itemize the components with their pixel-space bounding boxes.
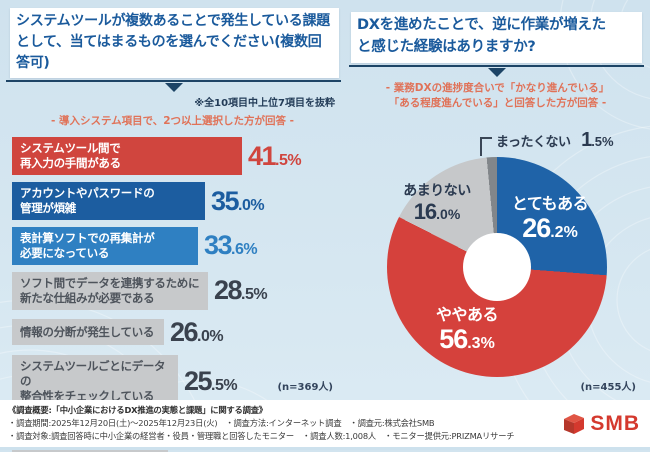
bar-row: 情報の分断が発生している 26.0%: [12, 317, 345, 348]
pie-chart-section: DXを進めたことで、逆に作業が増えた と感じた経験はありますか? - 業務DXの…: [345, 0, 650, 400]
bar-label: 情報の分断が発生している: [20, 324, 155, 339]
left-question-title: システムツールが複数あることで発生している課題 として、当てはまるものを選んでく…: [10, 8, 339, 78]
survey-overview-text: 《調査概要:「中小企業におけるDX推進の実態と課題」に関する調査》 ・調査期間:…: [8, 404, 555, 443]
bar-row: 表計算ソフトでの再集計が 必要になっている 33.6%: [12, 226, 345, 265]
pie-label-mattaku: まったくない 1.5%: [496, 129, 614, 151]
bar-label: システムツール間で 再入力の手間がある: [20, 141, 121, 171]
smb-logo: SMB: [561, 411, 640, 437]
right-header-rule: [349, 64, 644, 77]
right-subtitle: - 業務DXの進捗度合いで「かなり進んでいる」 「ある程度進んでいる」と回答した…: [385, 81, 610, 109]
bar-row: システムツールごとにデータの 整合性をチェックしている 25.5%: [12, 354, 345, 408]
bar-label: システムツールごとにデータの 整合性をチェックしている: [20, 358, 166, 403]
bar-value: 41.5%: [248, 140, 302, 171]
bar: ソフト間でデータを連携するために 新たな仕組みが必要である: [12, 271, 208, 310]
right-question-title: DXを進めたことで、逆に作業が増えた と感じた経験はありますか?: [351, 12, 642, 63]
donut-hole: [463, 233, 531, 301]
pie-label-yaya: ややある 56.3%: [435, 305, 499, 355]
bar: システムツール間で 再入力の手間がある: [12, 137, 242, 176]
bar-value: 28.5%: [214, 275, 268, 306]
excerpt-note: ※全10項目中上位7項目を抜粋: [194, 98, 335, 109]
footer-line: 《調査概要:「中小企業におけるDX推進の実態と課題」に関する調査》: [8, 405, 267, 416]
sample-size-right: (n=455人): [580, 382, 636, 393]
left-title-line1: システムツールが複数あることで発生している課題: [16, 13, 330, 29]
right-title-line1: DXを進めたことで、逆に作業が増えた: [357, 17, 606, 33]
smb-logo-text: SMB: [590, 411, 640, 435]
bar: 表計算ソフトでの再集計が 必要になっている: [12, 226, 198, 265]
pie-label-amari: あまりない 16.0%: [403, 183, 471, 225]
bar-label: アカウントやパスワードの 管理が煩雑: [20, 186, 155, 216]
bar: 情報の分断が発生している: [12, 319, 164, 346]
footer-line: ・調査対象:調査回答時に中小企業の経営者・役員・管理職と回答したモニター ・調査…: [8, 430, 515, 441]
down-triangle-icon: [487, 67, 506, 77]
bar-row: システムツール間で 再入力の手間がある 41.5%: [12, 137, 345, 176]
bar-value: 35.0%: [211, 185, 265, 216]
callout-line: [480, 137, 492, 156]
bar-label: ソフト間でデータを連携するために 新たな仕組みが必要である: [20, 275, 200, 305]
sample-size-left: (n=369人): [277, 382, 333, 393]
bar: システムツールごとにデータの 整合性をチェックしている: [12, 354, 178, 408]
footer-line: ・調査期間:2025年12月20日(土)〜2025年12月23日(火) ・調査方…: [8, 418, 435, 429]
bar-row: アカウントやパスワードの 管理が煩雑 35.0%: [12, 182, 345, 220]
bar: アカウントやパスワードの 管理が煩雑: [12, 182, 205, 220]
survey-overview-footer: 《調査概要:「中小企業におけるDX推進の実態と課題」に関する調査》 ・調査期間:…: [0, 400, 650, 450]
right-title-line2: と感じた経験はありますか?: [357, 38, 536, 55]
pie-label-totemo: とてもある 26.2%: [511, 194, 589, 244]
donut-chart-area: とてもある 26.2% ややある 56.3% あまりない 16.0% まったくな…: [345, 0, 650, 400]
left-header-rule: [6, 80, 341, 92]
bar-row: ソフト間でデータを連携するために 新たな仕組みが必要である 28.5%: [12, 271, 345, 310]
bar-chart-section: システムツールが複数あることで発生している課題 として、当てはまるものを選んでく…: [0, 0, 345, 452]
down-triangle-icon: [164, 83, 183, 92]
bar-value: 26.0%: [170, 316, 224, 347]
bar-value: 33.6%: [204, 230, 258, 261]
bar-label: 表計算ソフトでの再集計が 必要になっている: [20, 230, 155, 260]
left-subtitle: - 導入システム項目で、2つ以上選択した方が回答 -: [50, 115, 295, 127]
left-title-line2: として、当てはまるものを選んでください(複数回答可): [16, 34, 322, 71]
smb-logo-icon: [564, 413, 585, 434]
bar-value: 25.5%: [184, 365, 238, 396]
